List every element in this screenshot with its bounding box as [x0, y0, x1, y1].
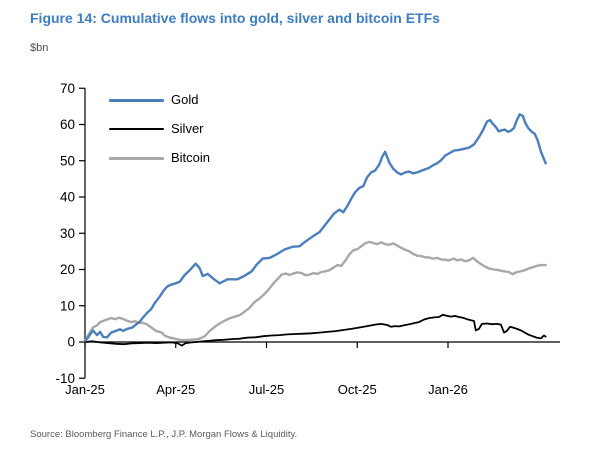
silver-line-swatch	[109, 128, 164, 130]
x-tick-label: Oct-25	[338, 382, 377, 397]
legend-label-bitcoin: Bitcoin	[171, 150, 211, 165]
bitcoin-line	[83, 240, 547, 343]
figure-title: Figure 14: Cumulative flows into gold, s…	[30, 10, 440, 26]
y-tick-label: 70	[60, 81, 75, 96]
legend-item-silver: Silver	[109, 122, 210, 136]
chart-legend: Gold Silver Bitcoin	[109, 93, 210, 180]
y-tick-label: 0	[67, 335, 75, 350]
gold-line-swatch	[109, 98, 164, 102]
y-tick-label: 30	[60, 226, 75, 241]
gold-line	[83, 113, 547, 343]
y-axis-units-label: $bn	[30, 42, 49, 54]
x-tick-label: Jan-26	[428, 382, 468, 397]
legend-item-gold: Gold	[109, 93, 210, 107]
x-tick-label: Jan-25	[65, 382, 105, 397]
legend-label-gold: Gold	[171, 92, 199, 107]
legend-item-bitcoin: Bitcoin	[109, 151, 210, 165]
y-tick-label: 40	[60, 190, 75, 205]
silver-line	[84, 313, 547, 347]
x-tick-label: Apr-25	[156, 382, 195, 397]
source-note: Source: Bloomberg Finance L.P., J.P. Mor…	[30, 429, 298, 440]
y-tick-label: 50	[60, 153, 75, 168]
bitcoin-line-swatch	[109, 156, 164, 160]
y-tick-label: 60	[60, 117, 75, 132]
y-tick-label: 20	[60, 262, 75, 277]
y-tick-label: -10	[55, 371, 75, 386]
y-tick-label: 10	[60, 298, 75, 313]
x-tick-label: Jul-25	[249, 382, 284, 397]
legend-label-silver: Silver	[171, 121, 204, 136]
